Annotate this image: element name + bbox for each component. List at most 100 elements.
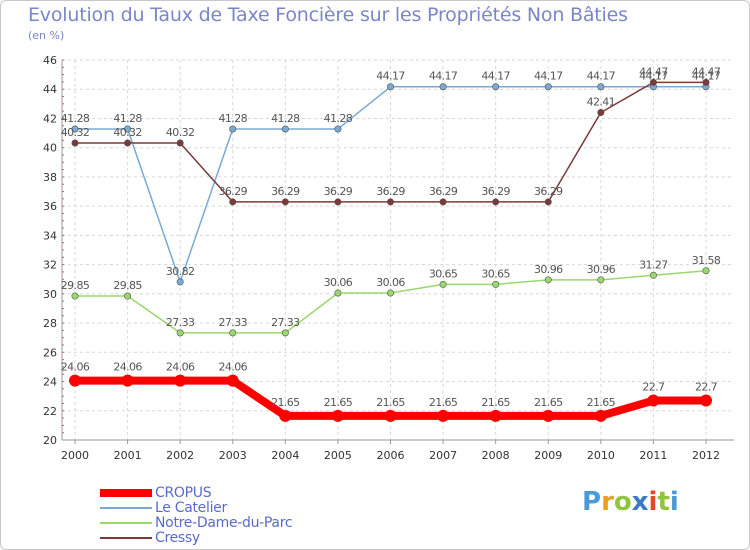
data-label-cropus: 21.65 (481, 396, 510, 409)
data-label-cropus: 22.7 (695, 381, 718, 394)
legend-label-notre-dame-du-parc: Notre-Dame-du-Parc (155, 514, 293, 531)
data-point-cressy (544, 198, 552, 206)
data-point-cropus (69, 374, 81, 387)
logo-letter: t (657, 487, 670, 517)
data-label-notre-dame-du-parc: 30.96 (534, 263, 563, 276)
data-point-le-catelier (176, 278, 184, 286)
x-tick-label: 2008 (482, 449, 510, 462)
logo-letter: i (648, 487, 658, 517)
logo-letter: P (582, 487, 602, 517)
legend-item-le-catelier: Le Catelier (100, 499, 292, 516)
logo-letter: r (601, 487, 614, 517)
legend-label-le-catelier: Le Catelier (155, 499, 227, 516)
data-label-le-catelier: 41.28 (61, 112, 90, 125)
data-label-le-catelier: 44.17 (376, 70, 405, 83)
y-tick-label: 40 (43, 142, 57, 155)
data-label-notre-dame-du-parc: 30.65 (481, 267, 510, 280)
data-label-le-catelier: 44.17 (587, 70, 616, 83)
data-point-cropus (437, 409, 450, 422)
y-tick-label: 26 (43, 346, 57, 359)
data-label-le-catelier: 41.28 (324, 112, 353, 125)
data-point-cressy (597, 108, 605, 116)
data-point-cropus (279, 409, 292, 422)
y-tick-label: 24 (43, 376, 57, 389)
data-label-le-catelier: 41.28 (113, 112, 142, 125)
data-label-notre-dame-du-parc: 30.96 (587, 263, 616, 276)
data-point-notre-dame-du-parc (334, 289, 342, 297)
data-label-le-catelier: 44.17 (692, 70, 721, 83)
x-tick-label: 2000 (61, 449, 89, 462)
data-label-notre-dame-du-parc: 27.33 (219, 316, 248, 329)
data-label-cressy: 36.29 (429, 185, 458, 198)
data-point-cressy (176, 139, 184, 147)
data-point-cressy (334, 198, 342, 206)
data-label-cressy: 40.32 (61, 126, 90, 139)
data-point-le-catelier (229, 125, 237, 133)
x-tick-label: 2001 (114, 449, 142, 462)
proxiti-logo: Proxiti (582, 487, 679, 517)
data-point-cropus (594, 409, 607, 422)
data-label-notre-dame-du-parc: 29.85 (61, 279, 90, 292)
data-label-cropus: 21.65 (376, 396, 405, 409)
data-label-cressy: 36.29 (219, 185, 248, 198)
data-point-cressy (649, 78, 657, 86)
x-tick-label: 2007 (429, 449, 457, 462)
data-point-le-catelier (71, 125, 79, 133)
data-label-cropus: 24.06 (219, 361, 248, 374)
data-point-cropus (226, 374, 239, 387)
data-label-le-catelier: 41.28 (219, 112, 248, 125)
data-label-cropus: 24.06 (113, 361, 142, 374)
data-label-le-catelier: 44.17 (639, 70, 668, 83)
data-label-cressy: 36.29 (481, 185, 510, 198)
chart-subtitle: (en %) (28, 29, 65, 42)
data-point-notre-dame-du-parc (492, 280, 500, 288)
data-point-notre-dame-du-parc (544, 276, 552, 284)
y-tick-label: 38 (43, 171, 57, 184)
data-label-cropus: 21.65 (324, 396, 353, 409)
data-point-notre-dame-du-parc (702, 267, 710, 275)
data-label-notre-dame-du-parc: 29.85 (113, 279, 142, 292)
data-label-notre-dame-du-parc: 27.33 (271, 316, 300, 329)
data-point-cropus (700, 394, 712, 407)
data-label-le-catelier: 44.17 (429, 70, 458, 83)
data-point-cropus (174, 374, 187, 387)
y-tick-label: 36 (43, 200, 57, 213)
data-point-le-catelier (492, 83, 500, 91)
x-tick-label: 2002 (166, 449, 194, 462)
data-point-le-catelier (439, 83, 447, 91)
data-point-notre-dame-du-parc (281, 329, 289, 337)
y-tick-label: 20 (43, 434, 57, 447)
data-point-cropus (384, 409, 397, 422)
data-label-cressy: 44.47 (692, 65, 721, 78)
data-label-notre-dame-du-parc: 30.06 (376, 276, 405, 289)
y-tick-label: 42 (43, 112, 57, 125)
data-label-notre-dame-du-parc: 30.06 (324, 276, 353, 289)
y-tick-label: 32 (43, 259, 57, 272)
data-label-cressy: 36.29 (376, 185, 405, 198)
data-point-cressy (439, 198, 447, 206)
data-point-notre-dame-du-parc (439, 280, 447, 288)
data-label-cropus: 21.65 (271, 396, 300, 409)
data-point-notre-dame-du-parc (229, 329, 237, 337)
data-label-le-catelier: 44.17 (534, 70, 563, 83)
legend-item-cressy: Cressy (100, 530, 292, 546)
data-point-cressy (386, 198, 394, 206)
data-label-cressy: 40.32 (113, 126, 142, 139)
data-label-cressy: 36.29 (271, 185, 300, 198)
data-label-cropus: 21.65 (587, 396, 616, 409)
data-label-cressy: 36.29 (324, 185, 353, 198)
data-point-cropus (542, 409, 555, 422)
y-tick-label: 34 (43, 229, 57, 242)
y-tick-label: 28 (43, 317, 57, 330)
data-point-cropus (647, 394, 660, 407)
data-point-cropus (121, 374, 134, 387)
y-tick-label: 22 (43, 405, 57, 418)
data-label-cropus: 21.65 (534, 396, 563, 409)
data-point-le-catelier (281, 125, 289, 133)
data-label-cropus: 22.7 (642, 381, 665, 394)
y-tick-label: 44 (43, 83, 57, 96)
data-label-le-catelier: 44.17 (481, 70, 510, 83)
data-point-cressy (281, 198, 289, 206)
chart-title: Evolution du Taux de Taxe Foncière sur l… (28, 4, 628, 26)
x-tick-label: 2005 (324, 449, 352, 462)
